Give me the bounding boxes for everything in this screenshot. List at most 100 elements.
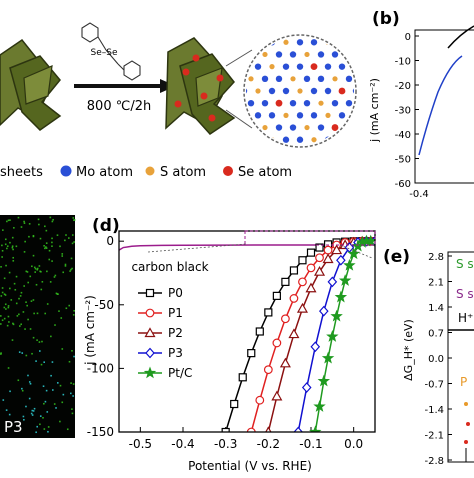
eds-dot: [26, 271, 29, 273]
lattice-atom: [248, 27, 254, 33]
eds-dot: [61, 348, 64, 350]
eds-dot: [38, 265, 41, 267]
lattice-atom: [276, 149, 282, 155]
eds-dot: [44, 225, 46, 228]
lattice-atom: [388, 125, 393, 130]
panel-b-curve-top: [447, 25, 474, 49]
lattice-atom: [290, 149, 295, 154]
panel-e-tick-label: 1.4: [428, 303, 444, 314]
eds-dot: [41, 280, 44, 283]
data-point: [309, 425, 322, 432]
lattice-atom: [255, 88, 261, 94]
lattice-atom: [303, 75, 311, 83]
panel-d-ylabel: j (mA cm⁻²): [83, 295, 97, 366]
eds-dot: [35, 283, 38, 286]
eds-dot: [32, 234, 35, 237]
lattice-atom: [332, 76, 338, 82]
eds-dot: [21, 352, 24, 354]
legend-item: P2: [138, 326, 183, 340]
zoom-box: [244, 230, 376, 246]
eds-dot: [8, 321, 10, 323]
lattice-atom: [318, 100, 324, 106]
lattice-atom: [332, 149, 337, 154]
eds-dot: [32, 410, 35, 412]
lattice-atom: [310, 63, 318, 71]
y-tick-label: -150: [87, 425, 114, 439]
y-tick-label: 0: [106, 234, 114, 248]
eds-dot: [18, 297, 20, 300]
data-point: [327, 276, 338, 288]
lattice-atom: [234, 101, 239, 106]
lattice-atom: [296, 39, 304, 46]
panel-d-series: [119, 234, 375, 432]
eds-dot: [12, 256, 15, 259]
lattice-atom: [360, 28, 365, 33]
eds-dot: [45, 246, 47, 248]
lattice-atom: [262, 27, 268, 33]
lattice-atom: [310, 39, 318, 46]
carbon-black-annotation: carbon black: [131, 260, 208, 274]
lattice-atom: [296, 112, 304, 119]
lattice-atom: [324, 87, 332, 95]
eds-dot: [8, 271, 11, 274]
lattice-atom: [220, 52, 225, 57]
eds-dot: [1, 291, 4, 294]
eds-dot: [29, 328, 32, 330]
eds-dot: [70, 257, 73, 260]
lattice-atom: [296, 136, 304, 143]
legend-mo-label: Mo atom: [76, 165, 133, 180]
eds-dot: [50, 335, 52, 338]
eds-dot: [39, 423, 41, 426]
data-point: [264, 308, 273, 317]
lattice-atom: [360, 124, 366, 130]
panel-e-y-ticks: 2.8 2.1 1.4 0.7 0.0 -0.7 -1.4 -2.1 -2.8: [424, 252, 452, 467]
eds-dot: [7, 305, 10, 307]
panel-c: P3: [0, 215, 76, 438]
lattice-atom: [275, 99, 283, 107]
lattice-atom: [282, 87, 290, 95]
eds-dot: [72, 217, 75, 219]
eds-dot: [46, 303, 49, 305]
lattice-atom: [360, 101, 365, 106]
lattice-atom: [338, 136, 346, 143]
scheme-legend: sheets Mo atom S atom Se atom: [0, 165, 292, 180]
lattice-atom: [381, 137, 387, 143]
legend-item: P3: [138, 346, 183, 360]
eds-dot: [30, 300, 33, 302]
eds-dot: [36, 312, 39, 315]
lattice-atom: [331, 99, 339, 107]
legend-item: Pt/C: [138, 366, 192, 380]
eds-dot: [61, 253, 64, 255]
lattice-atom: [262, 149, 268, 155]
panel-e-tick-label: -2.1: [424, 431, 444, 442]
panel-b: (b) 0 -10 -20 -30 -40 -50 -60 -0.4 j (mA cm⁻²): [368, 9, 474, 200]
lattice-atom: [234, 51, 240, 57]
panel-e-tick-label: -2.8: [424, 456, 444, 467]
eds-dot: [2, 229, 4, 231]
eds-dot: [3, 317, 6, 320]
legend-item: P1: [138, 306, 183, 320]
eds-dot: [45, 229, 48, 232]
lattice-atom: [289, 99, 297, 107]
eds-dot: [31, 265, 33, 268]
lattice-atom: [304, 124, 310, 131]
eds-dot: [12, 323, 15, 326]
eds-dot: [62, 271, 65, 274]
x-tick-label: -0.1: [299, 437, 322, 451]
lattice-atom: [254, 63, 262, 70]
eds-dot: [48, 249, 51, 252]
lattice-atom: [318, 28, 323, 33]
eds-dot: [50, 374, 52, 377]
eds-dot: [0, 266, 2, 268]
lattice-atom: [311, 137, 317, 143]
data-point: [336, 254, 346, 266]
lattice-atom: [353, 137, 354, 143]
eds-dot: [39, 415, 42, 417]
lattice-atom: [304, 51, 310, 58]
eds-dot: [10, 299, 13, 301]
series-line: [314, 240, 371, 432]
lattice-atom: [303, 99, 311, 107]
data-point: [145, 308, 155, 318]
data-point: [318, 305, 329, 317]
eds-dot: [18, 351, 21, 353]
